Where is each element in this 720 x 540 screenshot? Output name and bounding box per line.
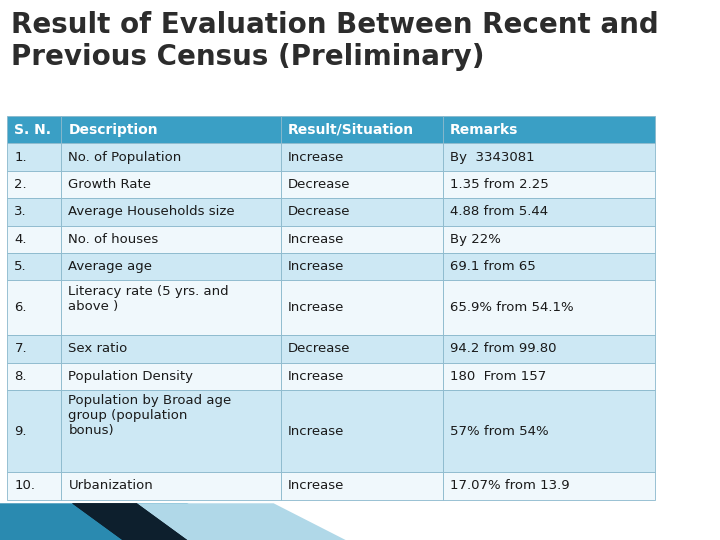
Bar [281, 253, 443, 280]
Text: Increase: Increase [288, 260, 344, 273]
Bar [281, 144, 443, 171]
Text: Average Households size: Average Households size [68, 205, 235, 219]
Bar [281, 171, 443, 198]
Text: No. of Population: No. of Population [68, 151, 181, 164]
Text: Growth Rate: Growth Rate [68, 178, 151, 191]
Text: Decrease: Decrease [288, 342, 351, 355]
Bar [281, 198, 443, 226]
Bar [61, 116, 281, 144]
Polygon shape [72, 503, 187, 540]
Bar [443, 390, 655, 472]
Text: Increase: Increase [288, 233, 344, 246]
Text: By  3343081: By 3343081 [450, 151, 535, 164]
Text: 4.88 from 5.44: 4.88 from 5.44 [450, 205, 548, 219]
Bar [61, 390, 281, 472]
Text: Result of Evaluation Between Recent and
Previous Census (Preliminary): Result of Evaluation Between Recent and … [11, 11, 659, 71]
Text: 3.: 3. [14, 205, 27, 219]
Text: Increase: Increase [288, 480, 344, 492]
Text: Decrease: Decrease [288, 205, 351, 219]
Bar [281, 280, 443, 335]
Bar [443, 280, 655, 335]
Text: 4.: 4. [14, 233, 27, 246]
Text: S. N.: S. N. [14, 123, 51, 137]
Text: Increase: Increase [288, 151, 344, 164]
Bar [7, 226, 61, 253]
Bar [61, 144, 281, 171]
Text: Population by Broad age
group (population
bonus): Population by Broad age group (populatio… [68, 394, 232, 437]
Text: Average age: Average age [68, 260, 153, 273]
Bar [281, 335, 443, 362]
Bar [443, 362, 655, 390]
Bar [7, 116, 61, 144]
Bar [281, 390, 443, 472]
Bar [281, 472, 443, 500]
Polygon shape [0, 503, 259, 540]
Text: By 22%: By 22% [450, 233, 501, 246]
Bar [443, 335, 655, 362]
Text: 10.: 10. [14, 480, 35, 492]
Text: 9.: 9. [14, 424, 27, 437]
Bar [7, 362, 61, 390]
Bar [443, 472, 655, 500]
Text: 5.: 5. [14, 260, 27, 273]
Text: 2.: 2. [14, 178, 27, 191]
Bar [61, 226, 281, 253]
Bar [7, 390, 61, 472]
Bar [61, 171, 281, 198]
Bar [443, 253, 655, 280]
Bar [443, 226, 655, 253]
Text: Sex ratio: Sex ratio [68, 342, 127, 355]
Text: 65.9% from 54.1%: 65.9% from 54.1% [450, 301, 574, 314]
Text: No. of houses: No. of houses [68, 233, 158, 246]
Bar [61, 362, 281, 390]
Text: Increase: Increase [288, 424, 344, 437]
Text: 1.35 from 2.25: 1.35 from 2.25 [450, 178, 549, 191]
Bar [7, 280, 61, 335]
Bar [443, 144, 655, 171]
Bar [61, 472, 281, 500]
Bar [61, 253, 281, 280]
Bar [7, 198, 61, 226]
Bar [281, 226, 443, 253]
Text: Urbanization: Urbanization [68, 480, 153, 492]
Polygon shape [130, 503, 346, 540]
Text: Increase: Increase [288, 301, 344, 314]
Bar [61, 280, 281, 335]
Bar [281, 116, 443, 144]
Text: Population Density: Population Density [68, 370, 194, 383]
Bar [443, 171, 655, 198]
Bar [61, 198, 281, 226]
Text: Literacy rate (5 yrs. and
above ): Literacy rate (5 yrs. and above ) [68, 285, 229, 313]
Bar [443, 198, 655, 226]
Bar [61, 335, 281, 362]
Bar [7, 171, 61, 198]
Bar [7, 335, 61, 362]
Text: 69.1 from 65: 69.1 from 65 [450, 260, 536, 273]
Polygon shape [72, 503, 187, 540]
Text: 1.: 1. [14, 151, 27, 164]
Text: 6.: 6. [14, 301, 27, 314]
Text: 8.: 8. [14, 370, 27, 383]
Text: 17.07% from 13.9: 17.07% from 13.9 [450, 480, 570, 492]
Text: 180  From 157: 180 From 157 [450, 370, 546, 383]
Bar [281, 362, 443, 390]
Text: 57% from 54%: 57% from 54% [450, 424, 549, 437]
Text: Decrease: Decrease [288, 178, 351, 191]
Text: 7.: 7. [14, 342, 27, 355]
Text: Result/Situation: Result/Situation [288, 123, 414, 137]
Text: Remarks: Remarks [450, 123, 518, 137]
Text: Increase: Increase [288, 370, 344, 383]
Bar [7, 472, 61, 500]
Text: 94.2 from 99.80: 94.2 from 99.80 [450, 342, 557, 355]
Bar [443, 116, 655, 144]
Bar [7, 144, 61, 171]
Text: Description: Description [68, 123, 158, 137]
Bar [7, 253, 61, 280]
